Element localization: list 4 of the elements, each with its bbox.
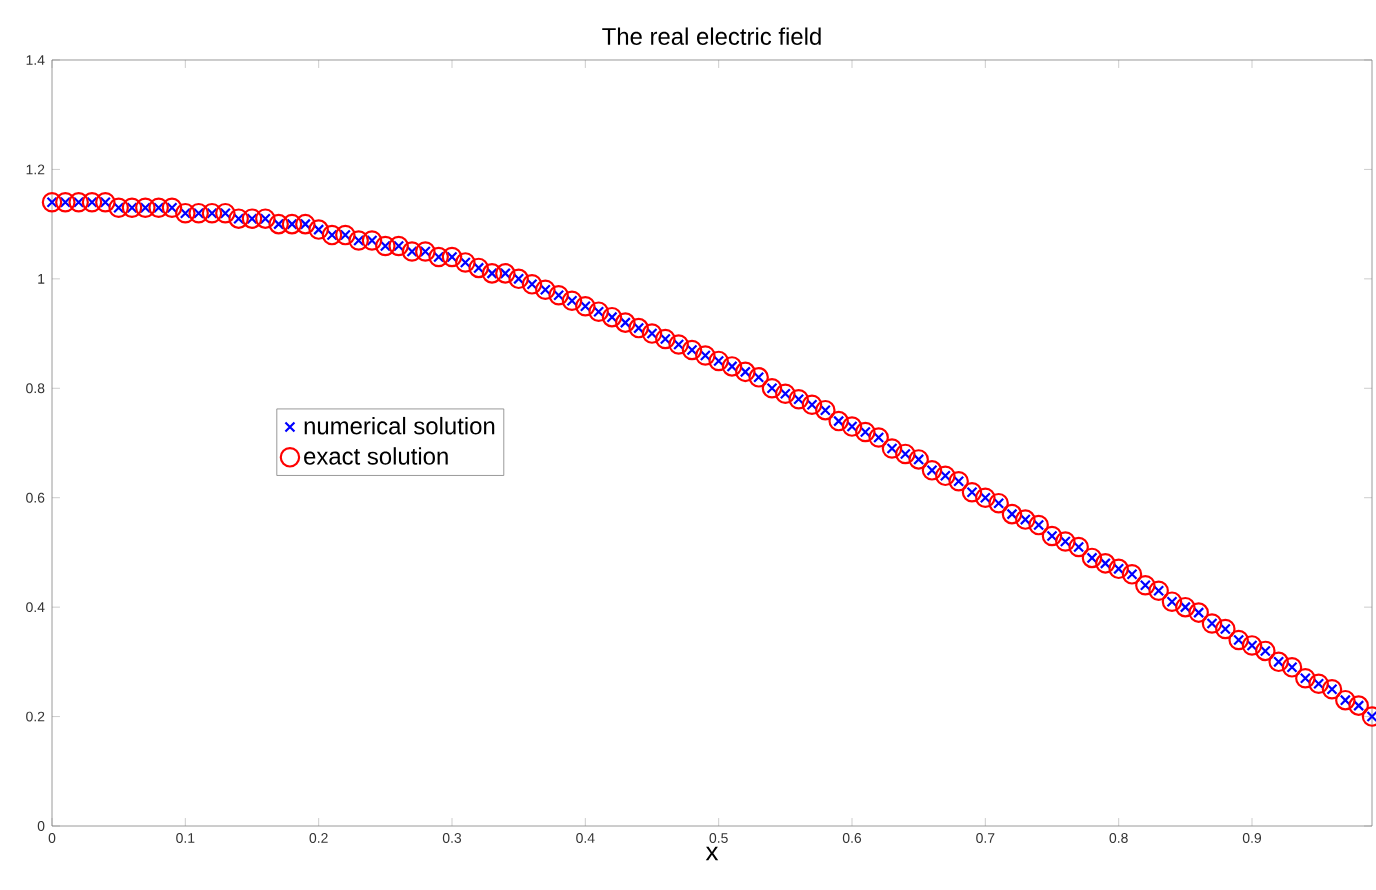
x-axis-title: x — [705, 846, 719, 861]
chart-title: The real electric field — [602, 27, 821, 45]
legend-label: exact solution — [304, 447, 448, 465]
legend-label: numerical solution — [304, 416, 495, 435]
